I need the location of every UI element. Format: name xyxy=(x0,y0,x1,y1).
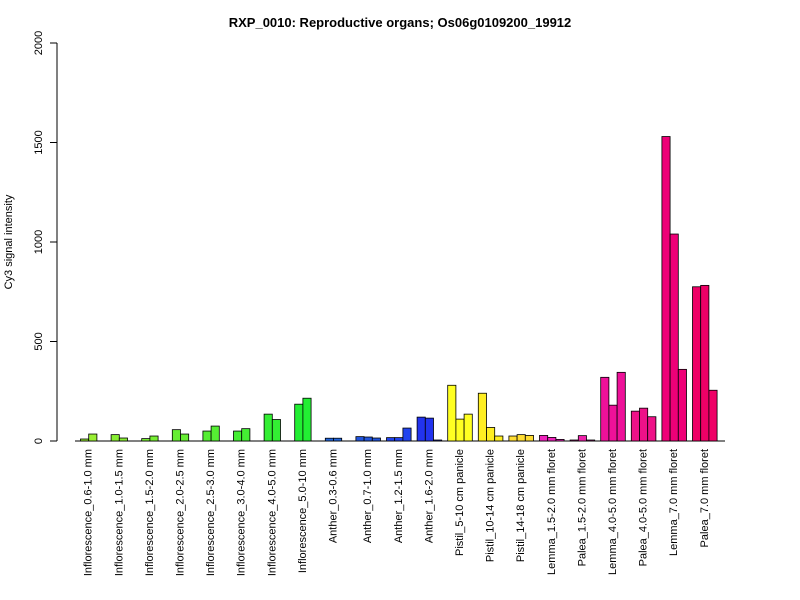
bar xyxy=(80,438,90,442)
category-label: Lemma_7.0 mm floret xyxy=(668,449,680,556)
category-label: Pistil_10-14 cm panicle xyxy=(485,449,497,562)
bar xyxy=(233,430,243,442)
bar xyxy=(355,436,365,442)
bar xyxy=(271,419,281,442)
bar xyxy=(455,418,465,442)
bar xyxy=(477,392,487,442)
bar xyxy=(516,434,526,442)
bar xyxy=(171,429,181,442)
y-tick-label: 500 xyxy=(33,332,45,350)
category-label: Inflorescence_4.0-5.0 mm xyxy=(266,449,278,576)
category-label: Inflorescence_0.6-1.0 mm xyxy=(83,449,95,576)
bar xyxy=(416,416,426,442)
y-axis-label: Cy3 signal intensity xyxy=(3,194,15,289)
bar xyxy=(149,435,159,442)
bar xyxy=(600,376,610,442)
category-label: Inflorescence_1.0-1.5 mm xyxy=(113,449,125,576)
category-label: Inflorescence_2.0-2.5 mm xyxy=(175,449,187,576)
bar xyxy=(202,430,212,442)
bar xyxy=(141,438,151,442)
category-label: Lemma_4.0-5.0 mm floret xyxy=(607,449,619,575)
bar xyxy=(324,437,334,442)
bar xyxy=(555,439,565,442)
chart-title: RXP_0010: Reproductive organs; Os06g0109… xyxy=(229,15,572,30)
bar xyxy=(263,413,273,442)
bar xyxy=(677,368,687,442)
bar xyxy=(371,437,381,442)
bar xyxy=(586,439,596,442)
category-label: Anther_0.3-0.6 mm xyxy=(328,449,340,543)
bar xyxy=(463,413,473,442)
y-axis-ticks: 0 500 1000 1500 2000 xyxy=(33,31,57,444)
bar xyxy=(661,136,671,442)
bar xyxy=(630,410,640,442)
category-label: Anther_1.6-2.0 mm xyxy=(423,449,435,543)
y-tick-label: 2000 xyxy=(33,31,45,55)
bar xyxy=(333,437,343,442)
bar xyxy=(386,437,396,442)
bar xyxy=(180,433,190,442)
bar xyxy=(241,428,251,442)
category-label: Lemma_1.5-2.0 mm floret xyxy=(546,449,558,575)
bar xyxy=(210,425,220,442)
bar xyxy=(539,435,549,442)
category-label: Anther_1.2-1.5 mm xyxy=(393,449,405,543)
category-label: Inflorescence_3.0-4.0 mm xyxy=(236,449,248,576)
category-label: Inflorescence_1.5-2.0 mm xyxy=(144,449,156,576)
bar xyxy=(88,433,98,442)
bar xyxy=(302,397,312,442)
category-label: Pistil_5-10 cm panicle xyxy=(454,449,466,556)
category-label: Palea_7.0 mm floret xyxy=(699,449,711,547)
bar xyxy=(547,437,557,442)
bar xyxy=(447,384,457,442)
category-label: Pistil_14-18 cm panicle xyxy=(515,449,527,562)
y-tick-label: 0 xyxy=(33,438,45,444)
bar xyxy=(577,435,587,442)
bar xyxy=(508,435,518,442)
bar xyxy=(433,439,443,442)
bar xyxy=(110,434,120,442)
bar xyxy=(616,371,626,442)
bar xyxy=(394,437,404,442)
bar xyxy=(708,389,718,442)
bar xyxy=(363,436,373,442)
bar xyxy=(118,437,128,442)
category-label: Inflorescence_5.0-10 mm xyxy=(297,449,309,573)
bar xyxy=(647,416,657,442)
bars xyxy=(80,136,718,442)
bar xyxy=(692,286,702,442)
bar xyxy=(669,233,679,442)
bar xyxy=(294,403,304,442)
bar xyxy=(486,427,496,442)
bar xyxy=(494,435,504,442)
category-label: Anther_0.7-1.0 mm xyxy=(362,449,374,543)
bar xyxy=(524,435,534,442)
category-label: Palea_4.0-5.0 mm floret xyxy=(638,449,650,566)
bar xyxy=(402,427,412,442)
y-tick-label: 1000 xyxy=(33,230,45,254)
bar xyxy=(608,404,618,442)
y-tick-label: 1500 xyxy=(33,130,45,154)
bar xyxy=(424,417,434,442)
bar xyxy=(700,284,710,442)
bar xyxy=(569,439,579,442)
category-label: Inflorescence_2.5-3.0 mm xyxy=(205,449,217,576)
category-label: Palea_1.5-2.0 mm floret xyxy=(576,449,588,566)
category-labels: Inflorescence_0.6-1.0 mm Inflorescence_1.… xyxy=(83,449,711,576)
bar xyxy=(639,407,649,442)
